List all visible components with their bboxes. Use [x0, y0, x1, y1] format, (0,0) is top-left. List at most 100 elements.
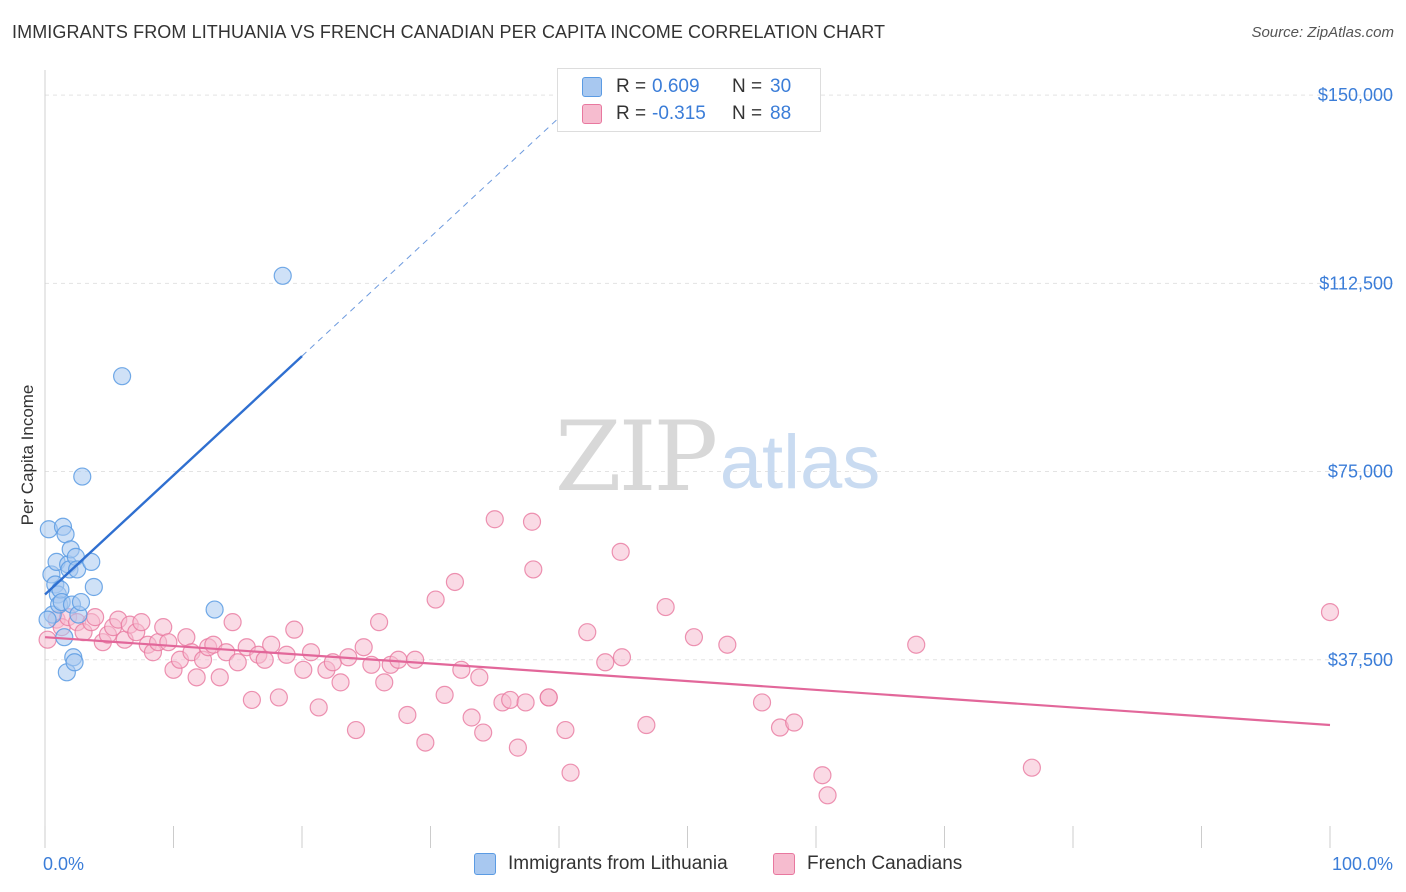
- french-canadian-point: [524, 560, 543, 579]
- french-canadian-point: [405, 650, 425, 669]
- french-canadian-point: [637, 715, 656, 735]
- french-canadian-point: [435, 685, 454, 705]
- french-canadian-trend-line: [44, 636, 1331, 727]
- french-canadian-point: [38, 630, 57, 649]
- y-tick-label: $75,000: [1328, 462, 1393, 482]
- french-canadian-point: [578, 623, 597, 642]
- legend-n-label: N =: [732, 103, 763, 124]
- y-tick-label: $112,500: [1319, 273, 1393, 293]
- legend-r-value: -0.315: [652, 103, 706, 124]
- legend-swatch-blue: [582, 77, 602, 97]
- french-canadian-point: [210, 668, 229, 687]
- correlation-legend: R = 0.609 N = 30 R = -0.315 N = 88: [557, 68, 821, 132]
- french-canadian-point: [462, 708, 481, 727]
- x-tick-label-min: 0.0%: [43, 854, 84, 874]
- french-canadian-point: [508, 738, 527, 757]
- bottom-legend-item-lithuania: Immigrants from Lithuania: [474, 852, 728, 876]
- watermark-atlas: atlas: [720, 420, 881, 505]
- legend-n-value: 30: [770, 76, 792, 97]
- gridlines: [45, 94, 1395, 661]
- bottom-legend-label: French Canadians: [807, 853, 963, 874]
- x-tick-label-max: 100.0%: [1332, 854, 1393, 874]
- french-canadian-point: [752, 693, 772, 712]
- axes: [44, 70, 1331, 848]
- lithuania-point: [84, 577, 103, 597]
- french-canadian-point: [1022, 758, 1041, 777]
- french-canadian-point: [539, 688, 558, 707]
- bottom-legend-swatch-pink: [773, 853, 795, 875]
- french-canadian-point: [426, 590, 445, 609]
- french-canadian-point: [159, 633, 178, 652]
- french-canadians-points: [38, 510, 1340, 805]
- lithuania-trend-extension: [301, 117, 560, 357]
- legend-row-lithuania: R = 0.609 N = 30: [582, 75, 791, 99]
- french-canadian-point: [522, 512, 542, 531]
- french-canadian-point: [470, 668, 489, 687]
- french-canadian-point: [255, 650, 274, 669]
- legend-r-label: R =: [616, 76, 647, 97]
- watermark-zip: ZIP: [555, 401, 716, 513]
- french-canadian-point: [907, 635, 926, 654]
- french-canadian-point: [217, 643, 236, 662]
- lithuania-point: [112, 367, 132, 386]
- french-canadian-point: [485, 510, 504, 529]
- bottom-legend-label: Immigrants from Lithuania: [508, 853, 728, 874]
- legend-r-label: R =: [616, 103, 647, 124]
- french-canadian-point: [331, 673, 350, 692]
- lithuania-point: [68, 560, 87, 579]
- french-canadian-point: [516, 693, 535, 712]
- lithuania-point: [82, 552, 101, 571]
- y-tick-label: $37,500: [1328, 650, 1393, 670]
- french-canadian-point: [445, 572, 465, 592]
- lithuania-points: [38, 266, 292, 682]
- french-canadian-point: [684, 628, 704, 647]
- french-canadian-point: [187, 668, 206, 687]
- french-canadian-point: [813, 766, 832, 785]
- french-canadian-point: [656, 597, 675, 617]
- lithuania-point: [38, 610, 57, 629]
- y-tick-label: $150,000: [1318, 85, 1393, 105]
- french-canadian-point: [242, 690, 261, 710]
- lithuania-point: [273, 266, 292, 285]
- french-canadian-point: [262, 635, 281, 654]
- lithuania-point: [205, 600, 224, 619]
- french-canadian-point: [154, 618, 173, 637]
- legend-swatch-pink: [582, 104, 602, 124]
- french-canadian-point: [612, 648, 632, 667]
- legend-n-value: 88: [770, 103, 792, 124]
- legend-n-label: N =: [732, 76, 763, 97]
- french-canadian-point: [416, 733, 435, 752]
- french-canadian-point: [269, 688, 288, 707]
- french-canadian-point: [309, 698, 328, 717]
- french-canadian-point: [611, 542, 630, 561]
- french-canadian-point: [177, 628, 196, 647]
- tick-labels: $37,500 $75,000 $112,500 $150,000 0.0% 100.0%: [43, 85, 1393, 874]
- trend-lines: [44, 117, 1331, 727]
- french-canadian-point: [86, 608, 105, 627]
- chart-title: IMMIGRANTS FROM LITHUANIA VS FRENCH CANA…: [12, 22, 886, 42]
- french-canadian-point: [501, 690, 520, 710]
- french-canadian-point: [561, 763, 580, 782]
- french-canadian-point: [785, 713, 804, 732]
- bottom-legend-swatch-blue: [474, 853, 496, 875]
- lithuania-point: [56, 525, 75, 544]
- french-canadian-point: [452, 660, 471, 679]
- french-canadian-point: [375, 673, 394, 692]
- french-canadian-point: [132, 613, 151, 632]
- french-canadian-point: [228, 653, 247, 672]
- lithuania-trend-line: [44, 355, 303, 596]
- french-canadian-point: [1320, 602, 1340, 622]
- french-canadian-point: [718, 635, 737, 654]
- french-canadian-point: [294, 660, 313, 679]
- french-canadian-point: [346, 720, 366, 740]
- french-canadian-point: [285, 620, 304, 639]
- legend-r-value: 0.609: [652, 76, 700, 97]
- lithuania-point: [65, 653, 84, 672]
- lithuania-point: [73, 467, 92, 486]
- source-label: Source: ZipAtlas.com: [1251, 24, 1394, 41]
- french-canadian-point: [556, 720, 575, 740]
- french-canadian-point: [389, 650, 408, 669]
- french-canadian-point: [223, 613, 242, 632]
- french-canadian-point: [818, 786, 837, 805]
